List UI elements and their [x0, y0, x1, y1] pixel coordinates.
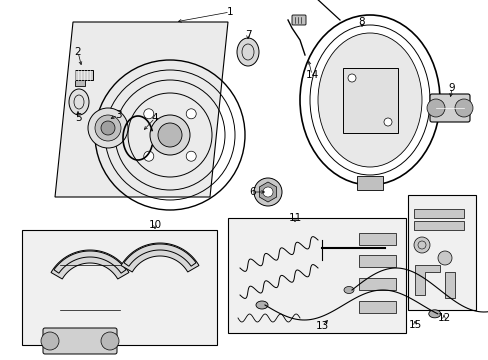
Polygon shape: [259, 182, 276, 202]
Text: 1: 1: [226, 7, 233, 17]
Text: 7: 7: [244, 30, 251, 40]
Circle shape: [143, 151, 153, 161]
Text: 5: 5: [75, 113, 81, 123]
Circle shape: [95, 115, 121, 141]
Text: 3: 3: [115, 110, 121, 120]
Circle shape: [150, 115, 190, 155]
FancyBboxPatch shape: [429, 94, 469, 122]
Circle shape: [186, 151, 196, 161]
Bar: [227, 218, 405, 333]
FancyBboxPatch shape: [43, 328, 117, 354]
FancyBboxPatch shape: [358, 233, 395, 245]
Text: 6: 6: [249, 187, 256, 197]
FancyBboxPatch shape: [413, 221, 463, 230]
Polygon shape: [123, 244, 196, 266]
FancyBboxPatch shape: [291, 15, 305, 25]
Polygon shape: [121, 243, 199, 272]
Ellipse shape: [428, 310, 440, 318]
Circle shape: [88, 108, 128, 148]
Circle shape: [413, 237, 429, 253]
Circle shape: [41, 332, 59, 350]
Bar: [22, 230, 217, 345]
FancyBboxPatch shape: [358, 278, 395, 290]
Text: 9: 9: [448, 83, 454, 93]
Text: 15: 15: [407, 320, 421, 330]
FancyBboxPatch shape: [75, 80, 85, 86]
Polygon shape: [414, 265, 439, 295]
Circle shape: [454, 99, 472, 117]
Bar: [342, 68, 397, 133]
FancyBboxPatch shape: [356, 176, 382, 190]
Text: 2: 2: [75, 47, 81, 57]
Polygon shape: [444, 272, 454, 298]
Ellipse shape: [237, 38, 259, 66]
Text: 12: 12: [436, 313, 450, 323]
Text: 11: 11: [288, 213, 301, 223]
Circle shape: [347, 74, 355, 82]
Ellipse shape: [256, 301, 267, 309]
FancyBboxPatch shape: [358, 255, 395, 267]
Circle shape: [186, 109, 196, 119]
FancyBboxPatch shape: [413, 209, 463, 218]
Circle shape: [263, 187, 272, 197]
Text: 4: 4: [151, 113, 158, 123]
Bar: [407, 195, 475, 310]
Circle shape: [101, 332, 119, 350]
Polygon shape: [55, 22, 227, 197]
Text: 13: 13: [315, 321, 328, 331]
Circle shape: [426, 99, 444, 117]
Circle shape: [253, 178, 282, 206]
Polygon shape: [54, 251, 126, 273]
Circle shape: [158, 123, 182, 147]
Circle shape: [101, 121, 115, 135]
FancyBboxPatch shape: [75, 70, 93, 80]
Ellipse shape: [343, 287, 353, 293]
Circle shape: [143, 109, 153, 119]
Circle shape: [383, 118, 391, 126]
FancyBboxPatch shape: [358, 301, 395, 313]
Text: 14: 14: [305, 70, 318, 80]
Text: 10: 10: [148, 220, 161, 230]
Ellipse shape: [317, 33, 421, 167]
Circle shape: [437, 251, 451, 265]
Ellipse shape: [69, 89, 89, 115]
Polygon shape: [51, 250, 129, 279]
Text: 8: 8: [358, 17, 365, 27]
